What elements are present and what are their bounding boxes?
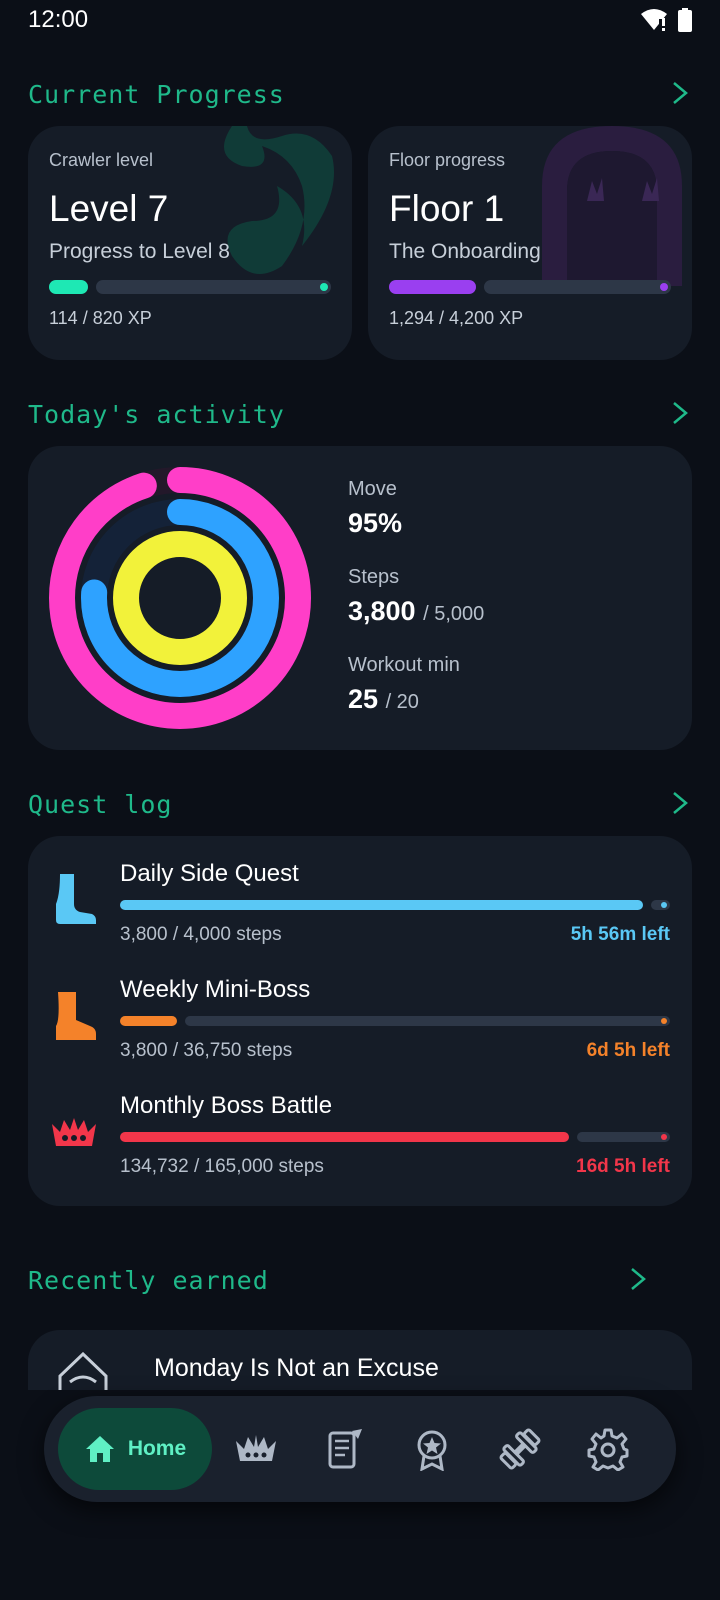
recently-earned-header[interactable]: Recently earned	[28, 1260, 650, 1300]
quest-log-card: Daily Side Quest 3,800 / 4,000 steps 5h …	[28, 836, 692, 1206]
quest-row[interactable]: Weekly Mini-Boss 3,800 / 36,750 steps 6d…	[28, 976, 692, 1092]
progress-remaining	[650, 900, 670, 910]
bottom-navigation: Home	[44, 1396, 676, 1502]
quest-progress-bar	[120, 900, 670, 910]
crawler-xp: 114 / 820 XP	[49, 308, 152, 328]
progress-remaining	[96, 280, 331, 294]
section-title-todays-activity: Today's activity	[28, 400, 285, 429]
chevron-right-icon[interactable]	[668, 788, 692, 818]
workout-value: 25	[348, 684, 379, 714]
battery-icon	[678, 8, 692, 32]
wifi-warning-icon	[641, 9, 667, 31]
quest-time-left: 6d 5h left	[586, 1040, 670, 1061]
progress-end-dot	[660, 283, 668, 291]
steps-value-row: 3,800 / 5,000	[348, 596, 484, 627]
earned-achievement-title: Monday Is Not an Excuse	[154, 1354, 439, 1382]
progress-fill	[120, 900, 643, 910]
progress-remaining	[184, 1016, 670, 1026]
floor-progress-bar	[389, 280, 671, 294]
nav-home-button[interactable]: Home	[58, 1408, 212, 1490]
boot-icon	[56, 992, 96, 1040]
progress-end-dot	[661, 1018, 667, 1024]
crawler-progress-bar	[49, 280, 331, 294]
progress-fill	[49, 280, 89, 294]
quest-time-left: 5h 56m left	[570, 924, 670, 945]
move-label: Move	[348, 478, 397, 500]
quest-step-count: 3,800 / 36,750 steps	[120, 1040, 293, 1061]
progress-remaining	[577, 1132, 670, 1142]
recently-earned-card[interactable]: Monday Is Not an Excuse	[28, 1330, 692, 1390]
status-icons	[640, 8, 692, 32]
crown-monster-icon	[52, 1118, 96, 1146]
settings-gear-icon[interactable]	[586, 1427, 630, 1471]
home-icon	[85, 1436, 114, 1462]
quest-log-header[interactable]: Quest log	[28, 784, 692, 824]
floor-progress-subtitle: The Onboarding	[389, 240, 541, 263]
crawler-level-card[interactable]: Crawler level Level 7 Progress to Level …	[28, 126, 352, 360]
steps-value: 3,800	[348, 596, 416, 626]
status-time: 12:00	[28, 6, 89, 33]
section-title-quest-log: Quest log	[28, 790, 173, 819]
floor-progress-value: Floor 1	[389, 188, 505, 229]
crawler-level-value: Level 7	[49, 188, 169, 229]
quest-title: Weekly Mini-Boss	[120, 976, 311, 1003]
quest-title: Daily Side Quest	[120, 860, 299, 887]
crawler-level-label: Crawler level	[49, 150, 154, 170]
boss-crown-icon[interactable]	[234, 1427, 278, 1471]
progress-fill	[120, 1016, 177, 1026]
progress-end-dot	[661, 902, 667, 908]
workout-ring	[113, 531, 247, 665]
quest-title: Monthly Boss Battle	[120, 1092, 333, 1119]
quest-progress-bar	[120, 1016, 670, 1026]
current-progress-header[interactable]: Current Progress	[28, 74, 692, 114]
floor-xp: 1,294 / 4,200 XP	[389, 308, 524, 328]
chevron-right-icon[interactable]	[626, 1264, 650, 1294]
quest-row[interactable]: Daily Side Quest 3,800 / 4,000 steps 5h …	[28, 860, 692, 976]
progress-end-dot	[661, 1134, 667, 1140]
chevron-right-icon[interactable]	[668, 398, 692, 428]
quest-step-count: 134,732 / 165,000 steps	[120, 1156, 324, 1177]
progress-fill	[389, 280, 476, 294]
floor-progress-card[interactable]: Floor progress Floor 1 The Onboarding 1,…	[368, 126, 692, 360]
flame-swirl-icon	[224, 126, 334, 274]
nav-home-label: Home	[127, 1437, 187, 1460]
progress-remaining	[483, 280, 671, 294]
steps-label: Steps	[348, 566, 400, 588]
quest-row[interactable]: Monthly Boss Battle 134,732 / 165,000 st…	[28, 1092, 692, 1206]
chevron-right-icon[interactable]	[668, 78, 692, 108]
move-ring	[49, 467, 311, 729]
quest-time-left: 16d 5h left	[576, 1156, 670, 1177]
quest-scroll-icon[interactable]	[322, 1427, 366, 1471]
move-value: 95%	[348, 508, 403, 538]
dumbbell-icon[interactable]	[498, 1427, 542, 1471]
medal-icon[interactable]	[410, 1427, 454, 1471]
progress-fill	[120, 1132, 570, 1142]
dungeon-door-icon	[542, 126, 682, 286]
achievement-badge-icon	[58, 1352, 108, 1390]
section-title-current-progress: Current Progress	[28, 80, 285, 109]
steps-goal: / 5,000	[423, 603, 485, 625]
quest-step-count: 3,800 / 4,000 steps	[120, 924, 282, 945]
floor-progress-label: Floor progress	[389, 150, 506, 170]
crawler-level-subtitle: Progress to Level 8	[49, 240, 230, 263]
status-bar: 12:00	[0, 0, 720, 44]
foot-icon	[56, 874, 96, 924]
workout-label: Workout min	[348, 654, 460, 676]
todays-activity-header[interactable]: Today's activity	[28, 394, 692, 434]
workout-goal: / 20	[385, 691, 419, 713]
steps-ring	[81, 499, 279, 697]
quest-progress-bar	[120, 1132, 670, 1142]
workout-value-row: 25 / 20	[348, 684, 419, 715]
progress-end-dot	[320, 283, 328, 291]
activity-rings	[49, 467, 311, 729]
activity-card[interactable]: Move 95% Steps 3,800 / 5,000 Workout min…	[28, 446, 692, 750]
section-title-recently-earned: Recently earned	[28, 1266, 269, 1295]
